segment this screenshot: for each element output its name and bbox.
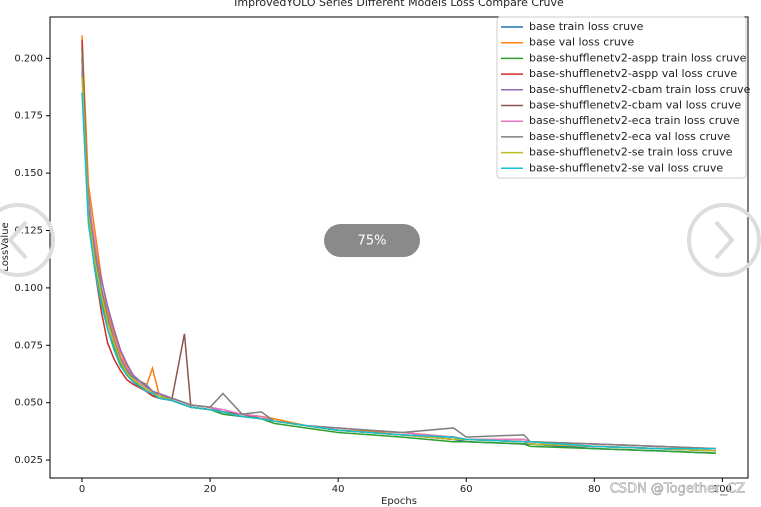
legend-label: base val loss cruve [529,36,634,49]
loss-line [81,92,716,450]
plot-frame [49,16,749,479]
y-tick-label: 0.125 [14,226,43,237]
y-tick-label: 0.175 [14,111,43,122]
y-tick-label: 0.200 [14,53,43,64]
legend-label: base-shufflenetv2-eca val loss cruve [529,130,730,143]
next-button[interactable] [687,203,761,277]
x-tick-label: 80 [588,484,601,495]
y-tick-label: 0.075 [14,340,43,351]
legend-label: base-shufflenetv2-cbam train loss cruve [529,83,751,96]
y-tick-label: 0.100 [14,283,43,294]
y-tick-label: 0.050 [14,398,43,409]
legend-box [496,16,747,179]
x-tick-label: 0 [79,484,85,495]
legend-label: base-shufflenetv2-eca train loss cruve [529,114,740,127]
y-tick-label: 0.150 [14,168,43,179]
x-tick-label: 40 [332,484,345,495]
legend-label: base-shufflenetv2-cbam val loss cruve [529,99,741,112]
zoom-indicator [324,224,420,257]
legend-label: base-shufflenetv2-se train loss cruve [529,146,733,159]
watermark: CSDN @Together_CZ [610,482,745,497]
prev-button[interactable] [0,203,55,277]
x-axis-label: Epochs [381,496,417,507]
x-tick-label: 20 [204,484,217,495]
y-tick-label: 0.025 [14,455,43,466]
zoom-text: 75% [358,234,387,249]
legend-label: base-shufflenetv2-se val loss cruve [529,161,723,174]
next-arrow [714,220,735,260]
y-axis-label: LossValue [0,222,11,271]
legend-label: base train loss cruve [529,20,644,33]
x-tick-label: 100 [713,484,732,495]
chart-title: ImprovedYOLO Series Different Models Los… [234,0,564,9]
legend-label: base-shufflenetv2-aspp val loss cruve [529,67,737,80]
loss-line [81,58,717,450]
prev-arrow [7,220,28,260]
legend-label: base-shufflenetv2-aspp train loss cruve [529,51,747,64]
x-tick-label: 60 [460,484,473,495]
